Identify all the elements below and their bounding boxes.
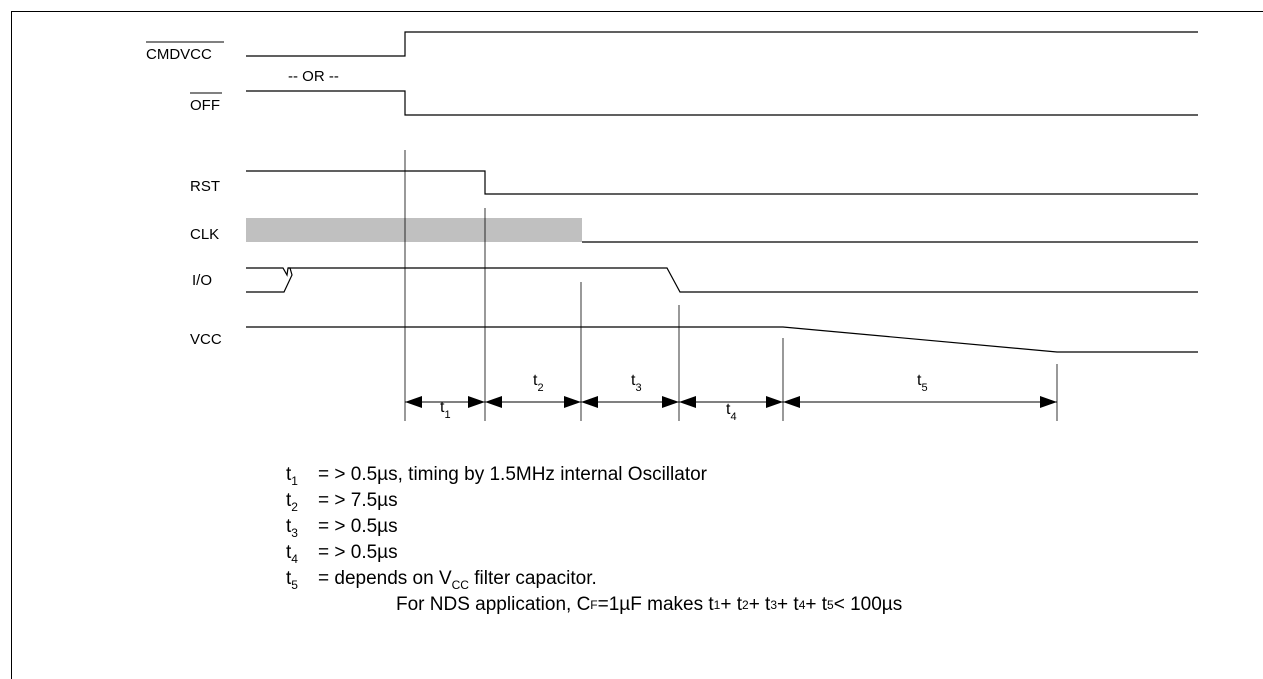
interval-label-t1: t1 xyxy=(440,399,451,421)
interval-label-t2: t2 xyxy=(533,372,544,394)
note-t4: t4 = > 0.5µs xyxy=(286,542,398,566)
or-label: -- OR -- xyxy=(288,68,339,85)
note-t1-text: = > 0.5µs, timing by 1.5MHz internal Osc… xyxy=(318,464,707,485)
label-clk: CLK xyxy=(190,226,219,243)
note-t4-text: = > 0.5µs xyxy=(318,542,398,563)
interval-arrow-t5 xyxy=(783,396,1057,408)
note-t2-text: = > 7.5µs xyxy=(318,490,398,511)
label-vcc: VCC xyxy=(190,331,222,348)
label-off: OFF xyxy=(190,97,220,114)
note-t2: t2 = > 7.5µs xyxy=(286,490,398,514)
waveform-clk-active xyxy=(246,218,582,242)
waveform-off xyxy=(246,90,1198,116)
note-t5-text: = depends on VCC filter capacitor. xyxy=(318,568,597,592)
waveform-rst xyxy=(246,170,1198,195)
interval-label-t4: t4 xyxy=(726,401,737,423)
waveform-io xyxy=(246,267,293,293)
interval-arrow-t4 xyxy=(679,396,783,408)
interval-label-t3: t3 xyxy=(631,372,642,394)
waveform-io-main xyxy=(288,267,1198,293)
label-cmdvcc: CMDVCC xyxy=(146,46,212,63)
waveform-vcc xyxy=(246,326,1198,353)
interval-label-t5: t5 xyxy=(917,372,928,394)
note-t3-text: = > 0.5µs xyxy=(318,516,398,537)
note-t1: t1 = > 0.5µs, timing by 1.5MHz internal … xyxy=(286,464,707,488)
note-t5: t5 = depends on VCC filter capacitor. xyxy=(286,568,597,592)
label-rst: RST xyxy=(190,178,220,195)
interval-arrow-t1 xyxy=(405,396,485,408)
note-t3: t3 = > 0.5µs xyxy=(286,516,398,540)
outer-border xyxy=(11,11,1263,679)
label-io: I/O xyxy=(192,272,212,289)
interval-arrow-t3 xyxy=(581,396,679,408)
interval-arrow-t2 xyxy=(485,396,581,408)
waveform-cmdvcc xyxy=(246,31,1198,57)
timing-notes: t1 = > 0.5µs, timing by 1.5MHz internal … xyxy=(286,462,902,618)
